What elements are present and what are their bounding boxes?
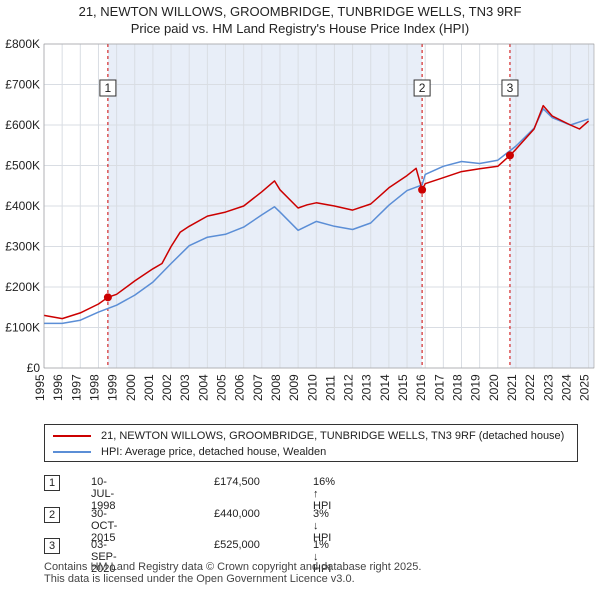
legend-property-line	[53, 435, 91, 437]
sale-marker-number: 3	[507, 81, 514, 95]
sale-hpi-diff: 3% ↓ HPI	[313, 508, 332, 544]
sale-price: £440,000	[214, 508, 260, 520]
sale-price: £525,000	[214, 539, 260, 551]
legend-hpi-label: HPI: Average price, detached house, Weal…	[101, 446, 327, 458]
x-tick-label: 1996	[51, 374, 65, 401]
x-tick-label: 2014	[378, 374, 392, 401]
sale-date: 10-JUL-1998	[91, 476, 116, 512]
x-tick-label: 2022	[523, 374, 537, 401]
x-tick-label: 2021	[505, 374, 519, 401]
x-tick-label: 2012	[342, 374, 356, 401]
sale-date: 03-SEP-2020	[91, 539, 117, 575]
x-tick-label: 2011	[323, 375, 337, 401]
y-tick-label: £100K	[5, 321, 40, 335]
sale-number-badge: 1	[44, 475, 60, 491]
footer-copyright: Contains HM Land Registry data © Crown c…	[44, 561, 422, 573]
x-tick-label: 2008	[269, 374, 283, 401]
x-tick-label: 2013	[360, 374, 374, 401]
y-tick-label: £700K	[5, 78, 40, 92]
sale-marker-number: 2	[419, 81, 426, 95]
sale-number-badge: 2	[44, 507, 60, 523]
legend-item-hpi: HPI: Average price, detached house, Weal…	[53, 444, 326, 460]
x-tick-label: 2004	[196, 374, 210, 401]
y-tick-label: £400K	[5, 199, 40, 213]
x-tick-label: 1995	[33, 374, 47, 401]
sale-price: £174,500	[214, 476, 260, 488]
x-tick-label: 1999	[106, 374, 120, 401]
legend-hpi-line	[53, 451, 91, 453]
plot-border	[43, 43, 595, 369]
sale-point	[505, 151, 514, 160]
sale-marker-number: 1	[105, 81, 112, 95]
x-tick-label: 2001	[142, 374, 156, 401]
sale-marker-box	[413, 79, 431, 97]
y-tick-label: £800K	[5, 37, 40, 51]
sale-date: 30-OCT-2015	[91, 508, 118, 544]
sale-number-badge: 3	[44, 538, 60, 554]
x-tick-label: 2003	[178, 374, 192, 401]
footer-licence: This data is licensed under the Open Gov…	[44, 573, 355, 585]
x-tick-label: 2018	[450, 374, 464, 401]
x-tick-label: 2020	[487, 374, 501, 401]
x-tick-label: 2024	[559, 374, 573, 401]
x-tick-label: 2017	[432, 374, 446, 401]
x-tick-label: 1997	[69, 374, 83, 401]
x-tick-label: 2019	[469, 374, 483, 401]
x-tick-label: 2023	[541, 374, 555, 401]
chart-title-subtitle: Price paid vs. HM Land Registry's House …	[130, 21, 470, 36]
x-tick-label: 2000	[124, 374, 138, 401]
y-tick-label: £500K	[5, 159, 40, 173]
legend-item-property: 21, NEWTON WILLOWS, GROOMBRIDGE, TUNBRID…	[53, 428, 564, 444]
x-tick-label: 2015	[396, 374, 410, 401]
y-tick-label: £300K	[5, 240, 40, 254]
sale-point	[103, 293, 112, 302]
sale-hpi-diff: 16% ↑ HPI	[313, 476, 336, 512]
y-tick-label: £600K	[5, 118, 40, 132]
x-tick-label: 2009	[287, 374, 301, 401]
y-tick-label: £200K	[5, 280, 40, 294]
x-tick-label: 2016	[414, 374, 428, 401]
chart-title-address: 21, NEWTON WILLOWS, GROOMBRIDGE, TUNBRID…	[78, 4, 522, 19]
y-tick-label: £0	[27, 361, 41, 375]
x-tick-label: 2010	[305, 374, 319, 401]
chart-legend: 21, NEWTON WILLOWS, GROOMBRIDGE, TUNBRID…	[44, 424, 578, 462]
x-tick-label: 2025	[578, 374, 592, 401]
sale-marker-box	[99, 79, 117, 97]
x-tick-label: 1998	[87, 374, 101, 401]
x-tick-label: 2007	[251, 374, 265, 401]
x-tick-label: 2002	[160, 374, 174, 401]
x-tick-label: 2005	[215, 374, 229, 401]
legend-property-label: 21, NEWTON WILLOWS, GROOMBRIDGE, TUNBRID…	[101, 430, 565, 442]
sale-point	[418, 185, 427, 194]
price-chart: £0 £100K £200K £300K £400K £500K £600K £700K £80…	[5, 37, 595, 401]
sale-hpi-diff: 1% ↓ HPI	[313, 539, 332, 575]
x-tick-label: 2006	[233, 374, 247, 401]
sale-marker-box	[501, 79, 519, 97]
